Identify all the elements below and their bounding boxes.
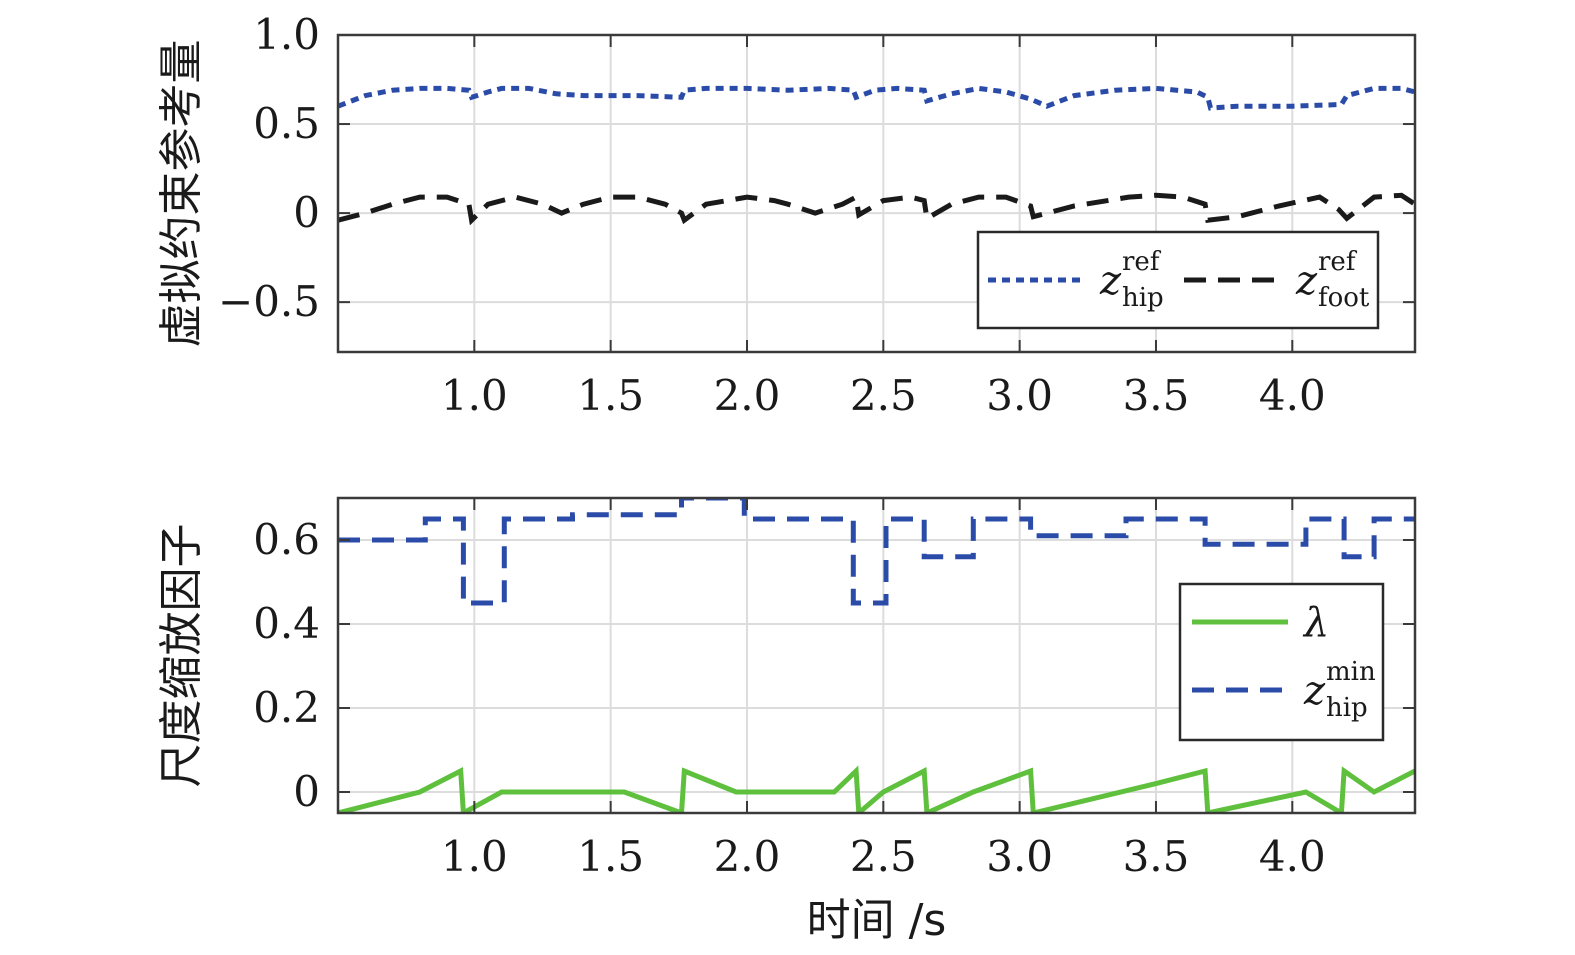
bottom-panel: 1.0 1.5 2.0 2.5 3.0 3.5 4.0 0.6 0.4 0.2 0 尺度缩放因子时间 … <box>156 496 1417 946</box>
x-tick-label: 3.5 <box>1123 371 1190 420</box>
y-tick-label: 1.0 <box>253 10 320 59</box>
y-tick-label: −0.5 <box>218 277 320 326</box>
x-tick-label: 2.0 <box>714 832 781 881</box>
x-tick-label: 3.0 <box>986 371 1053 420</box>
x-tick-label: 3.5 <box>1123 832 1190 881</box>
x-tick-label: 3.0 <box>986 832 1053 881</box>
legend-label: z <box>1099 258 1122 304</box>
x-tick-label: 1.0 <box>441 371 508 420</box>
legend-label-sup: min <box>1326 657 1376 687</box>
legend: λz min hip <box>1178 582 1385 742</box>
legend-label: λ <box>1302 600 1329 646</box>
x-tick-label: 2.5 <box>850 832 917 881</box>
y-tick-label: 0.5 <box>253 99 320 148</box>
x-tick-label: 4.0 <box>1259 371 1326 420</box>
legend-label-sub: hip <box>1326 693 1368 723</box>
x-tick-label: 2.5 <box>850 371 917 420</box>
y-axis-label: 尺度缩放因子 <box>156 524 207 788</box>
series-group <box>338 498 1415 813</box>
series-group <box>338 85 1415 226</box>
x-tick-label: 1.5 <box>577 832 644 881</box>
legend-label: z <box>1295 258 1318 304</box>
y-tick-label: 0 <box>293 188 320 237</box>
x-tick-label: 1.0 <box>441 832 508 881</box>
legend-label-sup: ref <box>1122 247 1162 277</box>
x-axis-label: 时间 /s <box>807 895 947 946</box>
x-tick-label: 4.0 <box>1259 832 1326 881</box>
legend-label-sub: hip <box>1122 283 1164 313</box>
y-axis-label: 虚拟约束参考量 <box>156 40 207 348</box>
x-tick-label: 1.5 <box>577 371 644 420</box>
y-tick-label: 0.2 <box>253 683 320 732</box>
x-tick-label: 2.0 <box>714 371 781 420</box>
legend-box <box>1178 582 1385 742</box>
series-line-0-0 <box>338 85 1415 111</box>
axes-frame <box>336 496 1417 815</box>
y-tick-label: 0 <box>293 767 320 816</box>
axes-frame <box>336 33 1417 354</box>
series-line-1-0 <box>338 765 1415 813</box>
legend-label-sup: ref <box>1318 247 1358 277</box>
y-tick-label: 0.6 <box>253 515 320 564</box>
series-line-0-1 <box>338 192 1415 226</box>
legend-label: z <box>1303 668 1326 714</box>
legend-label-sub: foot <box>1318 283 1370 313</box>
y-tick-label: 0.4 <box>253 599 320 648</box>
series-line-1-1 <box>338 498 1415 606</box>
